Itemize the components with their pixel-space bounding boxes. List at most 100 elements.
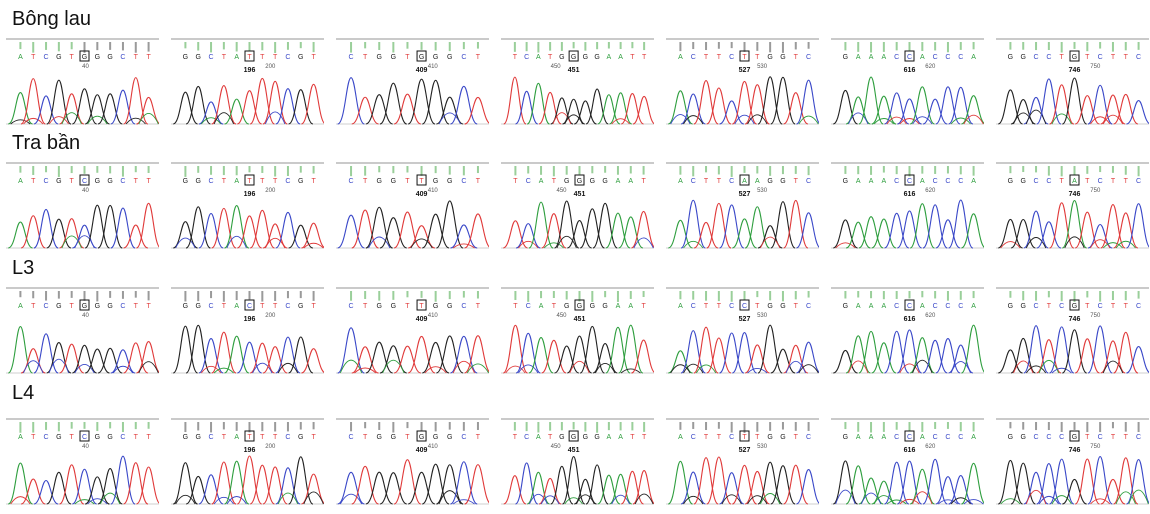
quality-bars bbox=[184, 42, 315, 53]
base-call: G bbox=[196, 434, 201, 441]
base-call: A bbox=[869, 178, 874, 185]
base-call: T bbox=[146, 434, 151, 441]
quality-bar bbox=[222, 42, 225, 50]
trace-secondary-peak bbox=[87, 115, 108, 125]
base-call: T bbox=[419, 178, 424, 185]
base-call: G bbox=[56, 303, 61, 310]
trace-group bbox=[667, 456, 819, 505]
quality-bars bbox=[844, 422, 975, 433]
quality-bar bbox=[70, 42, 73, 50]
base-call: C bbox=[729, 178, 734, 185]
quality-bar bbox=[364, 42, 367, 49]
base-call: G bbox=[767, 434, 772, 441]
base-call: T bbox=[717, 303, 722, 310]
base-call: G bbox=[95, 54, 100, 61]
trace-peak bbox=[59, 218, 85, 249]
base-call: C bbox=[209, 303, 214, 310]
quality-bar bbox=[109, 291, 112, 298]
base-call: C bbox=[1034, 434, 1039, 441]
trace-secondary-peak bbox=[226, 235, 247, 249]
quality-bar bbox=[184, 291, 187, 302]
trace-peak bbox=[757, 324, 783, 374]
snp-position-label: 616 bbox=[904, 67, 916, 74]
trace-secondary-peak bbox=[1025, 365, 1047, 374]
trace-peak bbox=[407, 471, 436, 505]
base-call: C bbox=[1046, 54, 1051, 61]
base-call: C bbox=[729, 434, 734, 441]
trace-peak bbox=[783, 464, 809, 505]
quality-bar bbox=[462, 291, 465, 298]
snp-position-label: 746 bbox=[1069, 67, 1081, 74]
base-call: T bbox=[1124, 434, 1129, 441]
base-call: T bbox=[513, 178, 518, 185]
trace-peak bbox=[1061, 200, 1088, 249]
trace-secondary-peak bbox=[1090, 239, 1111, 249]
base-call: C bbox=[1136, 434, 1141, 441]
quality-bar bbox=[794, 422, 797, 431]
position-tick-label: 200 bbox=[265, 444, 276, 450]
trace-peak bbox=[871, 342, 897, 374]
base-call: A bbox=[618, 54, 623, 61]
base-call: G bbox=[1072, 303, 1077, 310]
base-call: C bbox=[44, 434, 49, 441]
trace-group bbox=[502, 324, 654, 374]
base-call: C bbox=[894, 434, 899, 441]
trace-peak bbox=[211, 461, 237, 505]
trace-group bbox=[832, 76, 984, 125]
trace-peak bbox=[1113, 457, 1139, 505]
trace-group bbox=[173, 204, 324, 249]
trace-peak bbox=[884, 92, 910, 125]
trace-peak bbox=[351, 346, 379, 374]
quality-bar bbox=[560, 42, 563, 51]
quality-bars bbox=[350, 291, 479, 302]
quality-bars bbox=[679, 166, 810, 177]
quality-bar bbox=[1086, 291, 1089, 298]
snp-highlight-box bbox=[904, 430, 915, 442]
quality-bar bbox=[420, 42, 423, 50]
base-call: G bbox=[577, 178, 582, 185]
snp-highlight-box bbox=[416, 299, 427, 311]
trace-secondary-peak bbox=[1051, 367, 1072, 374]
trace-peak bbox=[46, 218, 72, 249]
quality-bar bbox=[57, 291, 60, 299]
quality-bar bbox=[1009, 166, 1012, 174]
trace-peak bbox=[97, 347, 123, 374]
quality-bars bbox=[19, 422, 150, 433]
base-call: G bbox=[183, 178, 188, 185]
base-call: C bbox=[1098, 54, 1103, 61]
base-call: T bbox=[31, 178, 36, 185]
trace-secondary-peak bbox=[540, 495, 560, 505]
quality-bar bbox=[1060, 42, 1063, 53]
base-call: G bbox=[564, 303, 569, 310]
quality-bar bbox=[1124, 42, 1127, 51]
base-call: C bbox=[1046, 434, 1051, 441]
quality-bar bbox=[1022, 166, 1025, 173]
trace-peak bbox=[97, 204, 123, 249]
snp-highlight-box bbox=[739, 174, 750, 186]
trace-peak bbox=[301, 83, 324, 125]
trace-peak bbox=[718, 204, 745, 249]
base-call: G bbox=[183, 434, 188, 441]
trace-peak bbox=[59, 93, 85, 125]
quality-bar bbox=[946, 422, 949, 429]
quality-bar bbox=[197, 291, 200, 302]
quality-bar bbox=[197, 42, 200, 51]
trace-peak bbox=[262, 223, 288, 249]
trace-peak bbox=[667, 90, 693, 125]
trace-group bbox=[172, 455, 324, 505]
chromatogram-panel: G G C C T G T C T T C 746 750 bbox=[996, 38, 1149, 128]
trace-secondary-peak bbox=[438, 490, 461, 505]
quality-bar bbox=[197, 166, 200, 173]
trace-secondary-peak bbox=[410, 238, 433, 249]
quality-bar bbox=[57, 166, 60, 177]
trace-secondary-peak bbox=[200, 365, 222, 374]
trace-secondary-peak bbox=[112, 365, 134, 374]
quality-bar bbox=[756, 166, 759, 174]
base-call: A bbox=[971, 303, 976, 310]
base-call: A bbox=[971, 434, 976, 441]
base-call: C bbox=[461, 303, 466, 310]
